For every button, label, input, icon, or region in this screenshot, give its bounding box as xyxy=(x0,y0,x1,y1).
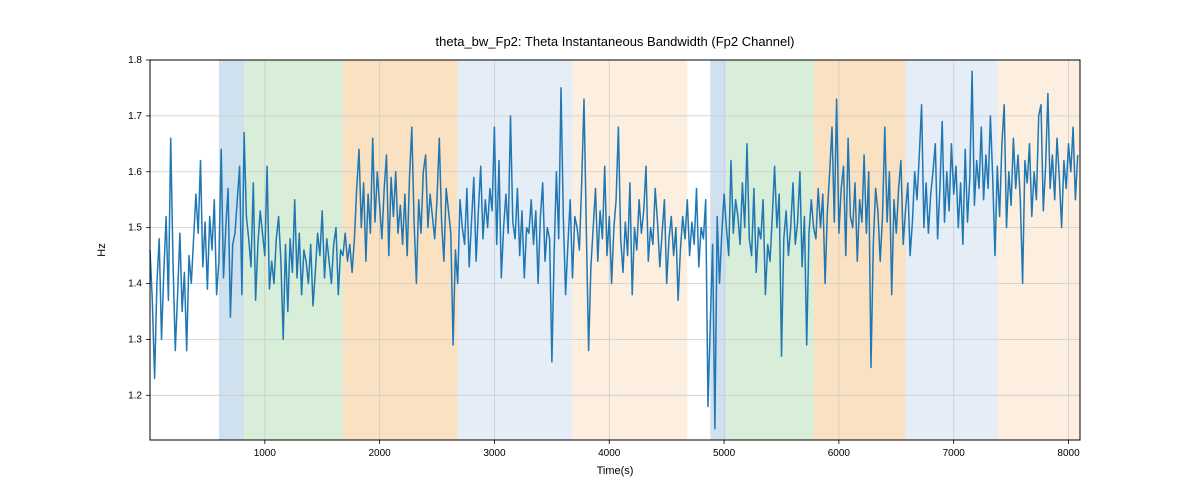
ytick-label: 1.7 xyxy=(128,111,142,122)
chart-container: 1000 2000 3000 4000 5000 6000 7000 8000 1.2 1.3 1.… xyxy=(0,0,1200,500)
ytick-label: 1.8 xyxy=(128,55,142,66)
region-band xyxy=(343,60,458,440)
xtick-label: 3000 xyxy=(483,448,506,459)
ytick-label: 1.2 xyxy=(128,390,142,401)
line-chart: 1000 2000 3000 4000 5000 6000 7000 8000 1.2 1.3 1.… xyxy=(0,0,1200,500)
xtick-label: 7000 xyxy=(943,448,966,459)
xtick-label: 5000 xyxy=(713,448,736,459)
ytick-label: 1.4 xyxy=(128,279,142,290)
region-band xyxy=(814,60,906,440)
xtick-label: 4000 xyxy=(598,448,621,459)
ytick-label: 1.3 xyxy=(128,334,142,345)
ytick-label: 1.5 xyxy=(128,223,142,234)
region-band xyxy=(573,60,688,440)
x-axis-label: Time(s) xyxy=(597,465,634,477)
ytick-label: 1.6 xyxy=(128,167,142,178)
xtick-label: 6000 xyxy=(828,448,851,459)
xtick-label: 8000 xyxy=(1057,448,1080,459)
xtick-label: 2000 xyxy=(369,448,392,459)
y-axis-label: Hz xyxy=(96,243,108,256)
region-band xyxy=(905,60,997,440)
region-band xyxy=(458,60,573,440)
xtick-label: 1000 xyxy=(254,448,277,459)
chart-title: theta_bw_Fp2: Theta Instantaneous Bandwi… xyxy=(436,34,795,49)
